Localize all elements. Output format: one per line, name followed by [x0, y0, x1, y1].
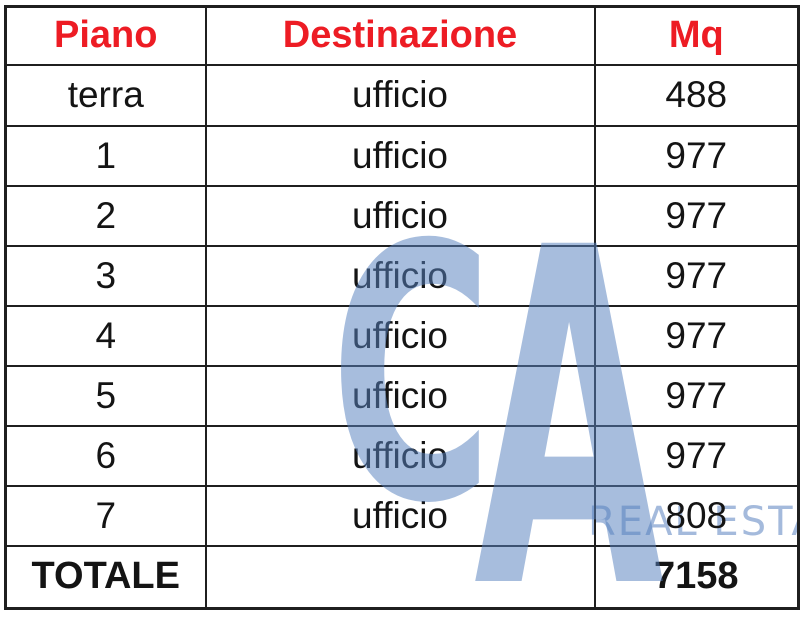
cell-mq: 977	[593, 304, 800, 367]
header-row: Piano Destinazione Mq	[4, 5, 800, 66]
cell-mq: 977	[593, 364, 800, 427]
table-body: terra ufficio 488 1 ufficio 977 2 uffici…	[4, 63, 800, 610]
table-row: terra ufficio 488	[4, 63, 800, 127]
cell-piano: 3	[4, 244, 207, 307]
table-row: 5 ufficio 977	[4, 364, 800, 427]
cell-destinazione: ufficio	[204, 124, 596, 187]
cell-piano: 1	[4, 124, 207, 187]
table-row: 7 ufficio 808	[4, 484, 800, 547]
cell-destinazione: ufficio	[204, 184, 596, 247]
table-row: 4 ufficio 977	[4, 304, 800, 367]
cell-piano: TOTALE	[4, 544, 207, 610]
cell-mq: 808	[593, 484, 800, 547]
cell-mq: 977	[593, 244, 800, 307]
cell-destinazione: ufficio	[204, 304, 596, 367]
cell-piano: 2	[4, 184, 207, 247]
cell-destinazione	[204, 544, 596, 610]
cell-mq: 488	[593, 63, 800, 127]
cell-destinazione: ufficio	[204, 244, 596, 307]
cell-mq: 977	[593, 124, 800, 187]
table-row: 2 ufficio 977	[4, 184, 800, 247]
cell-piano: 5	[4, 364, 207, 427]
cell-destinazione: ufficio	[204, 424, 596, 487]
col-header-piano: Piano	[4, 5, 207, 66]
cell-destinazione: ufficio	[204, 364, 596, 427]
cell-piano: terra	[4, 63, 207, 127]
table-row: 6 ufficio 977	[4, 424, 800, 487]
floors-table: Piano Destinazione Mq terra ufficio 488 …	[4, 5, 800, 610]
table-row: TOTALE 7158	[4, 544, 800, 610]
col-header-mq: Mq	[593, 5, 800, 66]
table-row: 1 ufficio 977	[4, 124, 800, 187]
cell-piano: 4	[4, 304, 207, 367]
cell-destinazione: ufficio	[204, 484, 596, 547]
cell-mq: 977	[593, 184, 800, 247]
cell-mq: 977	[593, 424, 800, 487]
cell-destinazione: ufficio	[204, 63, 596, 127]
cell-piano: 7	[4, 484, 207, 547]
cell-mq: 7158	[593, 544, 800, 610]
col-header-destinazione: Destinazione	[204, 5, 596, 66]
cell-piano: 6	[4, 424, 207, 487]
table-row: 3 ufficio 977	[4, 244, 800, 307]
